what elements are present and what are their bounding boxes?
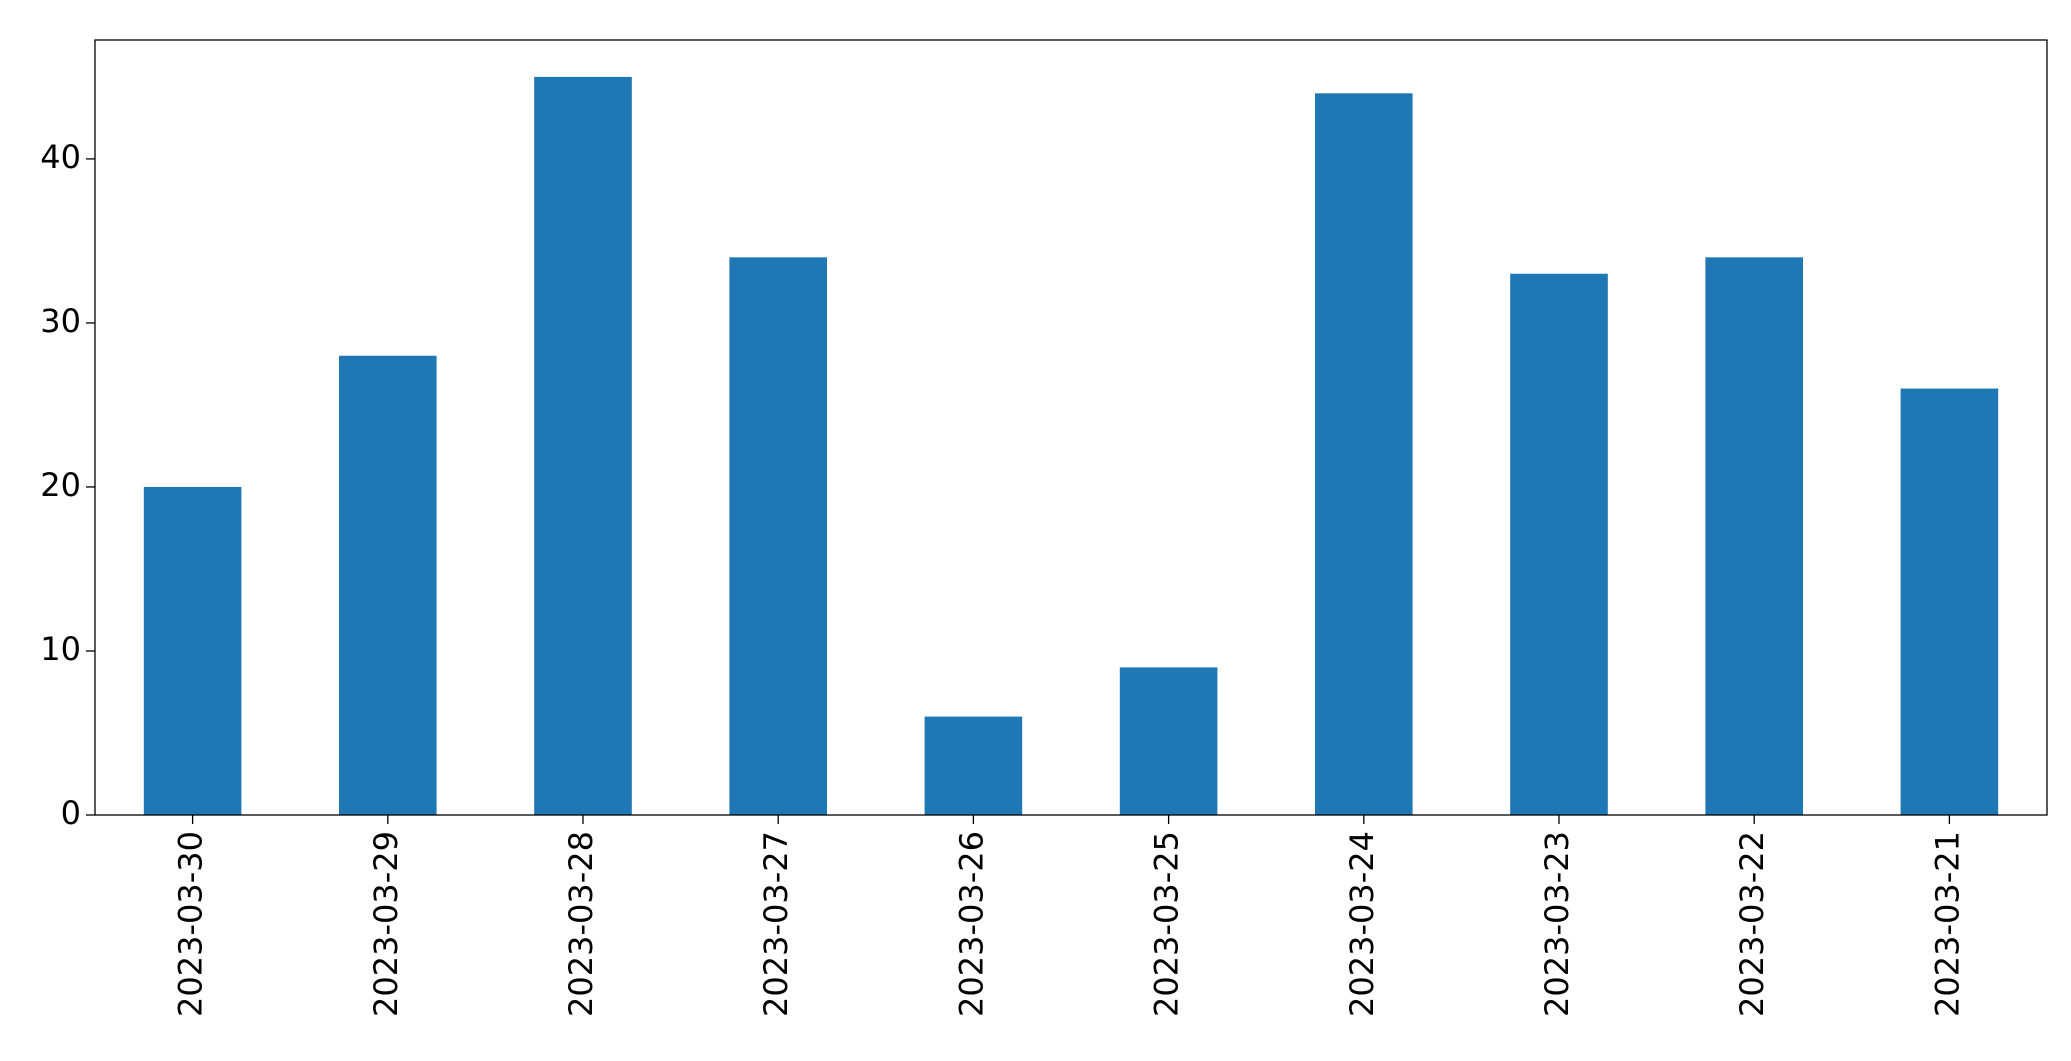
bar bbox=[1315, 93, 1413, 815]
x-tick-label: 2023-03-25 bbox=[1148, 831, 1186, 1017]
bar bbox=[339, 355, 437, 815]
y-tick-label: 30 bbox=[40, 302, 81, 340]
x-tick-label: 2023-03-28 bbox=[562, 831, 600, 1017]
plot-frame bbox=[94, 39, 2048, 816]
bar bbox=[1510, 273, 1608, 815]
x-tick-label: 2023-03-26 bbox=[952, 831, 990, 1017]
x-tick-label: 2023-03-29 bbox=[367, 831, 405, 1017]
y-tick-label: 40 bbox=[40, 138, 81, 176]
bar bbox=[1705, 257, 1803, 816]
x-tick-label: 2023-03-30 bbox=[172, 831, 210, 1017]
y-tick-label: 20 bbox=[40, 466, 81, 504]
bar bbox=[1900, 388, 1999, 815]
bar bbox=[143, 486, 242, 815]
bar bbox=[1119, 667, 1218, 815]
x-tick-label: 2023-03-22 bbox=[1733, 831, 1771, 1017]
y-tick-label: 0 bbox=[61, 794, 81, 832]
x-tick-label: 2023-03-23 bbox=[1538, 831, 1576, 1017]
x-tick-label: 2023-03-24 bbox=[1343, 831, 1381, 1017]
y-tick-label: 10 bbox=[40, 630, 81, 668]
x-tick-label: 2023-03-27 bbox=[757, 831, 795, 1017]
x-tick-label: 2023-03-21 bbox=[1928, 831, 1966, 1017]
bar bbox=[924, 716, 1023, 815]
bar bbox=[729, 257, 827, 816]
bar bbox=[534, 76, 632, 815]
